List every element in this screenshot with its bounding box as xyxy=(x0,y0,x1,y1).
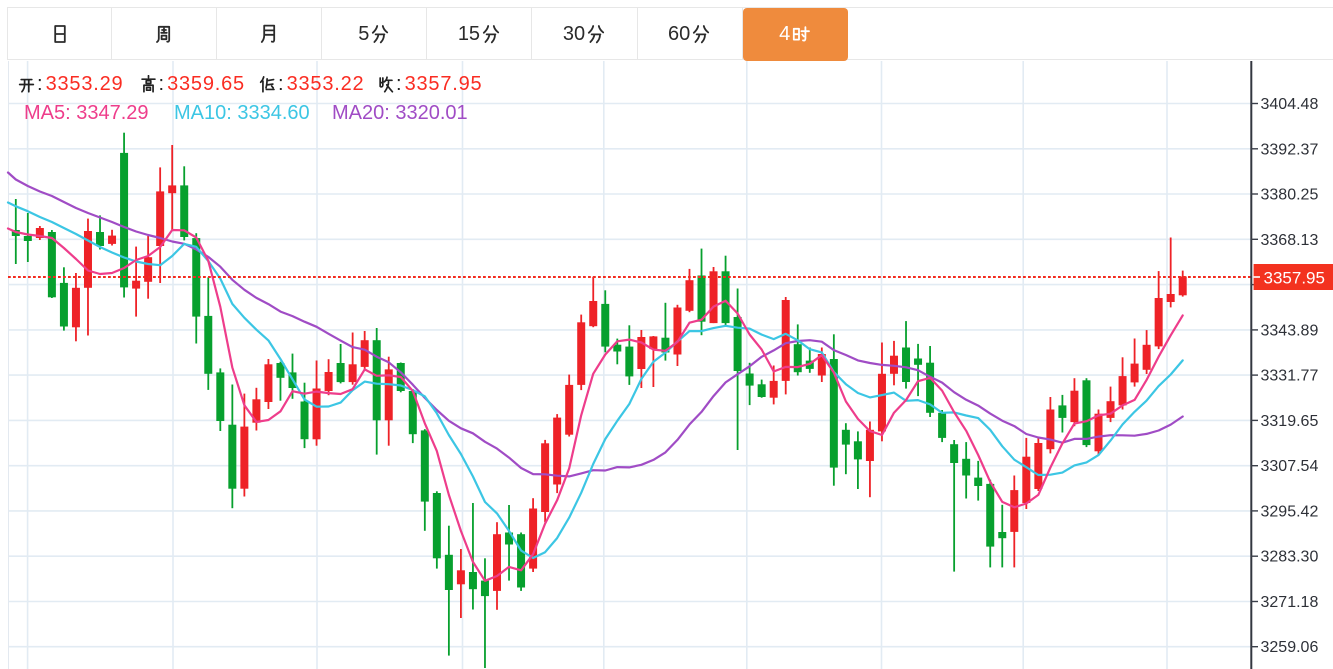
svg-text:3307.54: 3307.54 xyxy=(1261,458,1319,475)
svg-text:3271.18: 3271.18 xyxy=(1261,594,1319,611)
svg-text:3331.77: 3331.77 xyxy=(1261,368,1319,385)
svg-text:3283.30: 3283.30 xyxy=(1261,549,1319,566)
svg-text:3368.13: 3368.13 xyxy=(1261,232,1319,249)
svg-text:3295.42: 3295.42 xyxy=(1261,503,1319,520)
svg-text:3343.89: 3343.89 xyxy=(1261,322,1319,339)
svg-text:3259.06: 3259.06 xyxy=(1261,639,1319,656)
svg-text:3357.95: 3357.95 xyxy=(1264,269,1325,288)
svg-text:3392.37: 3392.37 xyxy=(1261,141,1319,158)
svg-text:3319.65: 3319.65 xyxy=(1261,413,1319,430)
svg-text:3380.25: 3380.25 xyxy=(1261,187,1319,204)
svg-text:3404.48: 3404.48 xyxy=(1261,96,1319,113)
